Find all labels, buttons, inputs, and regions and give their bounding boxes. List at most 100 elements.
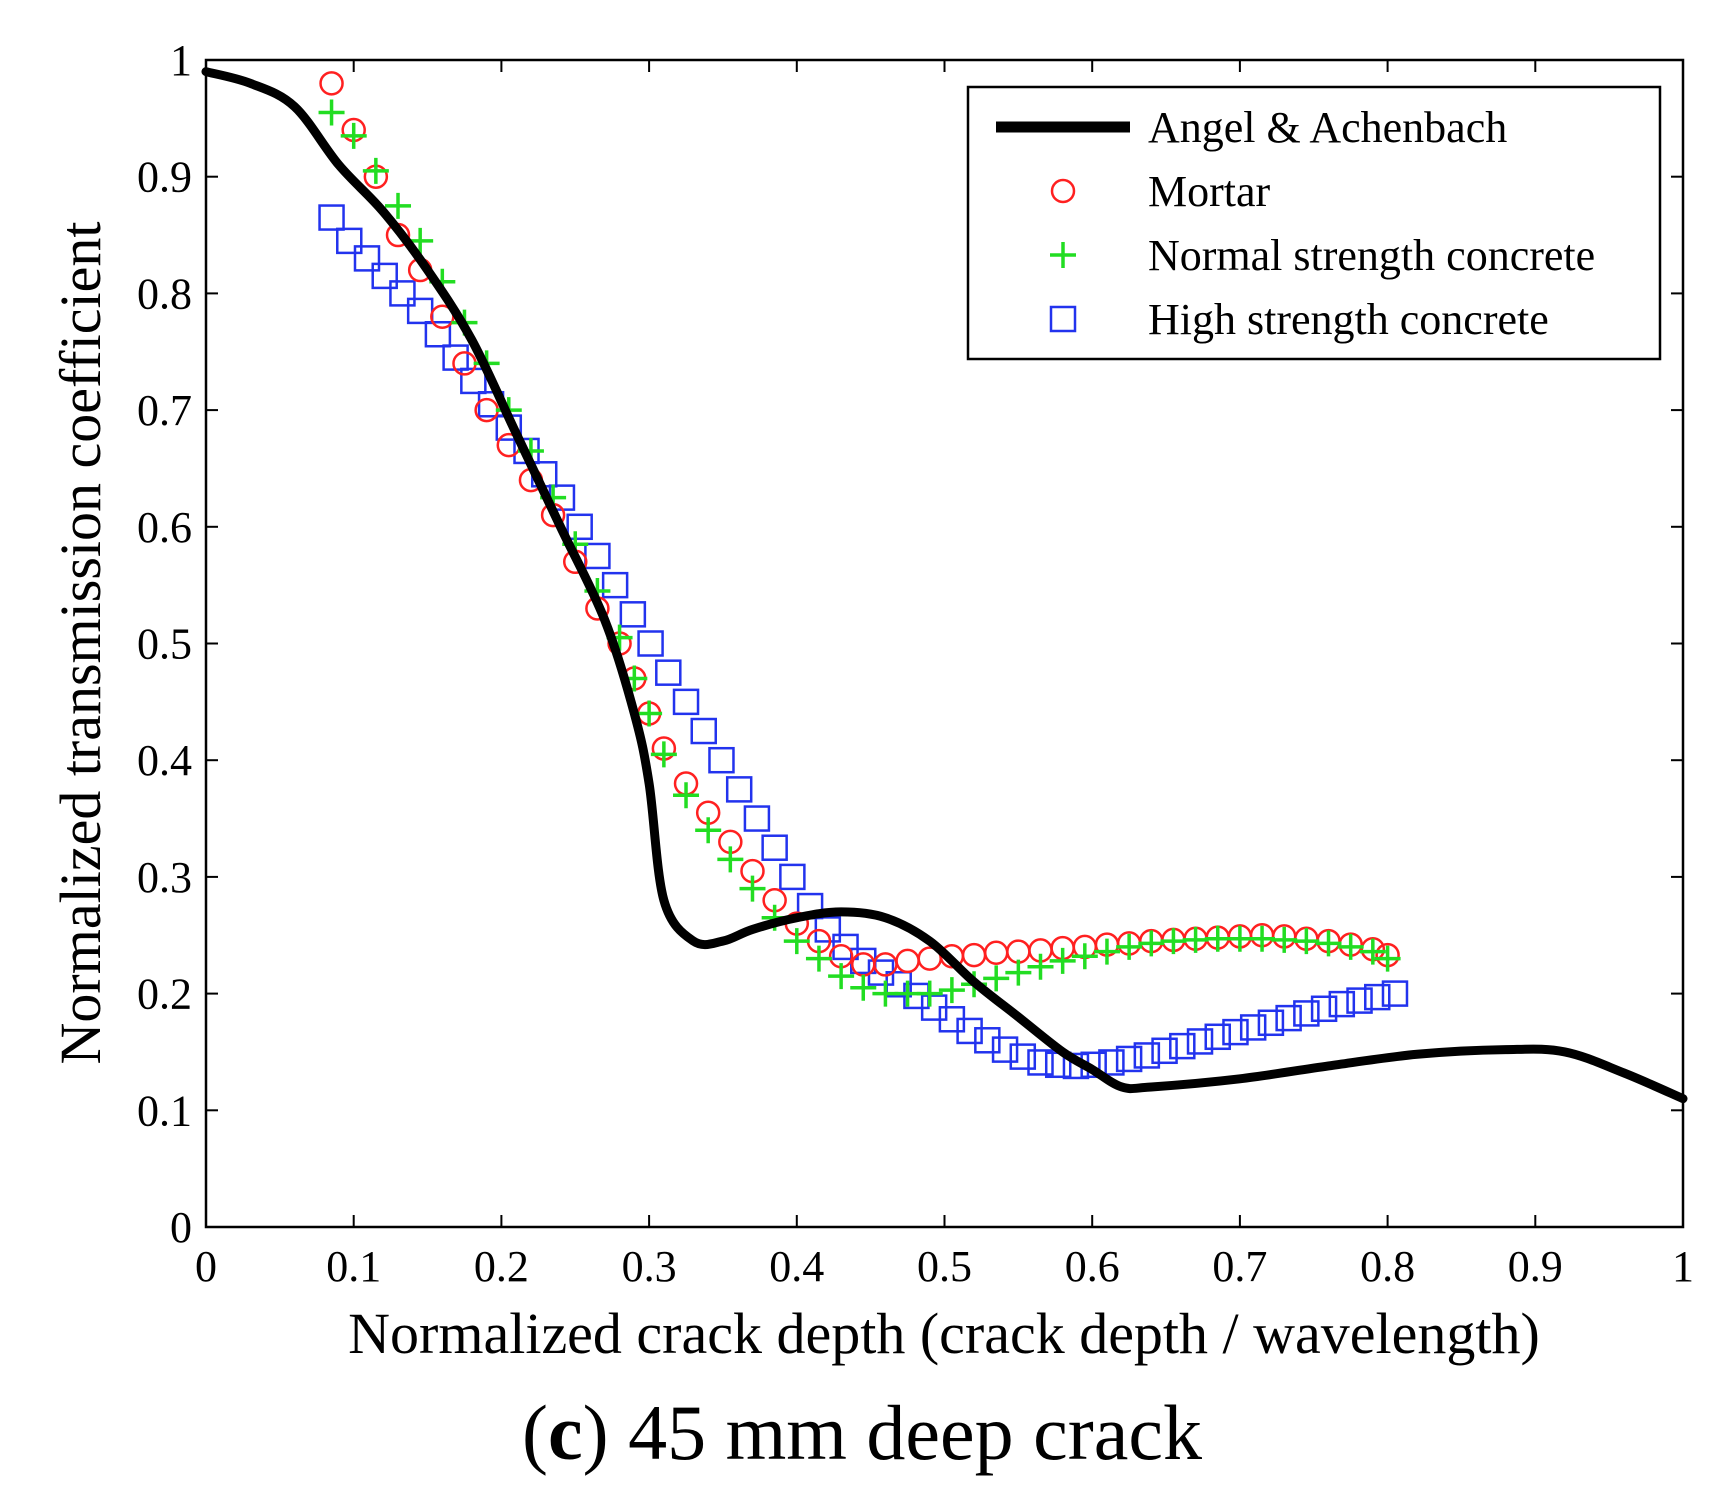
plus-point <box>1093 938 1120 965</box>
axis-ticks: 0 0.1 0.2 0.3 0.4 0.5 0.6 0.7 0.8 0.9 1 0 0.1 0.2 0.3 0… <box>137 36 1694 1291</box>
plus-point <box>318 99 345 126</box>
square-point <box>353 245 381 272</box>
plus-point <box>938 977 965 1004</box>
plus-point <box>362 157 389 184</box>
y-tick-label: 0.8 <box>137 269 192 318</box>
square-point <box>318 204 345 231</box>
plus-point <box>1315 930 1342 957</box>
plus-point <box>783 928 810 955</box>
y-tick-label: 0.9 <box>137 153 192 202</box>
square-point <box>1328 990 1356 1018</box>
x-tick-label: 0.2 <box>474 1242 529 1291</box>
square-point <box>1151 1037 1178 1065</box>
x-tick-label: 0.6 <box>1065 1242 1120 1291</box>
legend-label-high-strength-concrete: High strength concrete <box>1148 295 1549 344</box>
circle-point <box>319 71 344 96</box>
square-point <box>1239 1014 1267 1041</box>
square-point <box>1346 987 1373 1014</box>
plus-point <box>650 741 677 768</box>
square-point <box>672 688 700 716</box>
square-point <box>1257 1009 1285 1037</box>
x-axis-title: Normalized crack depth (crack depth / wa… <box>348 1301 1540 1366</box>
plus-point <box>1116 933 1143 960</box>
series-layer <box>201 67 1688 1104</box>
plus-point <box>1071 943 1098 970</box>
x-tick-label: 0.3 <box>622 1242 677 1291</box>
square-point <box>725 776 753 803</box>
square-point <box>1098 1049 1125 1076</box>
square-point <box>1222 1018 1249 1046</box>
plus-point <box>673 782 700 809</box>
legend-label-angel-achenbach: Angel & Achenbach <box>1148 103 1507 152</box>
caption-prefix: ( <box>521 1389 548 1476</box>
plus-point <box>1160 928 1187 955</box>
plus-point <box>1182 926 1209 953</box>
square-point <box>655 659 682 686</box>
plus-point <box>1249 925 1276 952</box>
series-line <box>201 67 1688 1104</box>
plus-point <box>1204 925 1231 952</box>
square-point <box>1169 1032 1196 1060</box>
x-tick-label: 0.8 <box>1360 1242 1415 1291</box>
legend-swatch-high-strength-concrete <box>1049 305 1077 333</box>
plus-point <box>1359 938 1386 965</box>
square-point <box>708 746 735 774</box>
square-point <box>1364 983 1391 1011</box>
legend-swatch-normal-strength-concrete <box>1050 242 1076 268</box>
square-point <box>1204 1023 1231 1051</box>
square-point <box>1381 980 1409 1007</box>
plus-point <box>636 700 663 727</box>
chart-canvas: 0 0.1 0.2 0.3 0.4 0.5 0.6 0.7 0.8 0.9 1 0 0.1 0.2 0.3 0… <box>48 36 1694 1366</box>
square-point <box>601 571 629 599</box>
square-point <box>956 1017 983 1045</box>
plus-point <box>739 875 766 902</box>
plus-point <box>1271 926 1298 953</box>
y-tick-label: 0.4 <box>137 736 192 785</box>
square-point <box>389 280 416 307</box>
plus-point <box>1049 947 1076 974</box>
legend-swatch-mortar <box>1050 178 1076 204</box>
x-tick-label: 0 <box>195 1242 217 1291</box>
square-point <box>974 1027 1001 1054</box>
square-point <box>761 834 788 861</box>
plus-point <box>916 980 943 1007</box>
square-point <box>1310 995 1338 1023</box>
legend-label-normal-strength-concrete: Normal strength concrete <box>1148 231 1595 280</box>
series-angel-achenbach <box>201 67 1688 1104</box>
y-tick-label: 0.3 <box>137 853 192 902</box>
plus-point <box>717 846 744 873</box>
plus-point <box>1226 925 1253 952</box>
square-point <box>1275 1004 1302 1032</box>
legend-label-mortar: Mortar <box>1148 167 1271 216</box>
square-point <box>1027 1049 1054 1076</box>
x-tick-label: 0.5 <box>917 1242 972 1291</box>
square-point <box>779 863 806 891</box>
plus-point <box>983 965 1010 992</box>
square-point <box>743 805 771 832</box>
caption-text: ) 45 mm deep crack <box>582 1389 1202 1476</box>
legend: Angel & Achenbach Mortar Normal strength c… <box>966 85 1662 361</box>
y-tick-label: 1 <box>170 36 192 85</box>
plus-point <box>805 945 832 972</box>
plus-point <box>1293 928 1320 955</box>
x-tick-label: 0.7 <box>1212 1242 1267 1291</box>
square-point <box>424 320 452 348</box>
square-point <box>1293 1000 1320 1027</box>
plus-point <box>1374 945 1401 972</box>
plus-point <box>1138 930 1165 957</box>
plus-point <box>385 192 412 219</box>
plus-point <box>1337 933 1364 960</box>
plus-point <box>828 963 855 990</box>
plus-point <box>850 974 877 1001</box>
y-tick-label: 0.7 <box>137 386 192 435</box>
figure-caption: (c) 45 mm deep crack <box>0 1388 1724 1478</box>
x-tick-label: 0.1 <box>326 1242 381 1291</box>
x-tick-label: 0.9 <box>1508 1242 1563 1291</box>
y-axis-title: Normalized transmission coefficient <box>48 222 113 1065</box>
square-point <box>991 1036 1019 1063</box>
y-tick-label: 0.5 <box>137 620 192 669</box>
square-point <box>619 601 647 628</box>
y-tick-label: 0.1 <box>137 1086 192 1135</box>
plus-point <box>340 122 367 149</box>
x-tick-label: 1 <box>1672 1242 1694 1291</box>
